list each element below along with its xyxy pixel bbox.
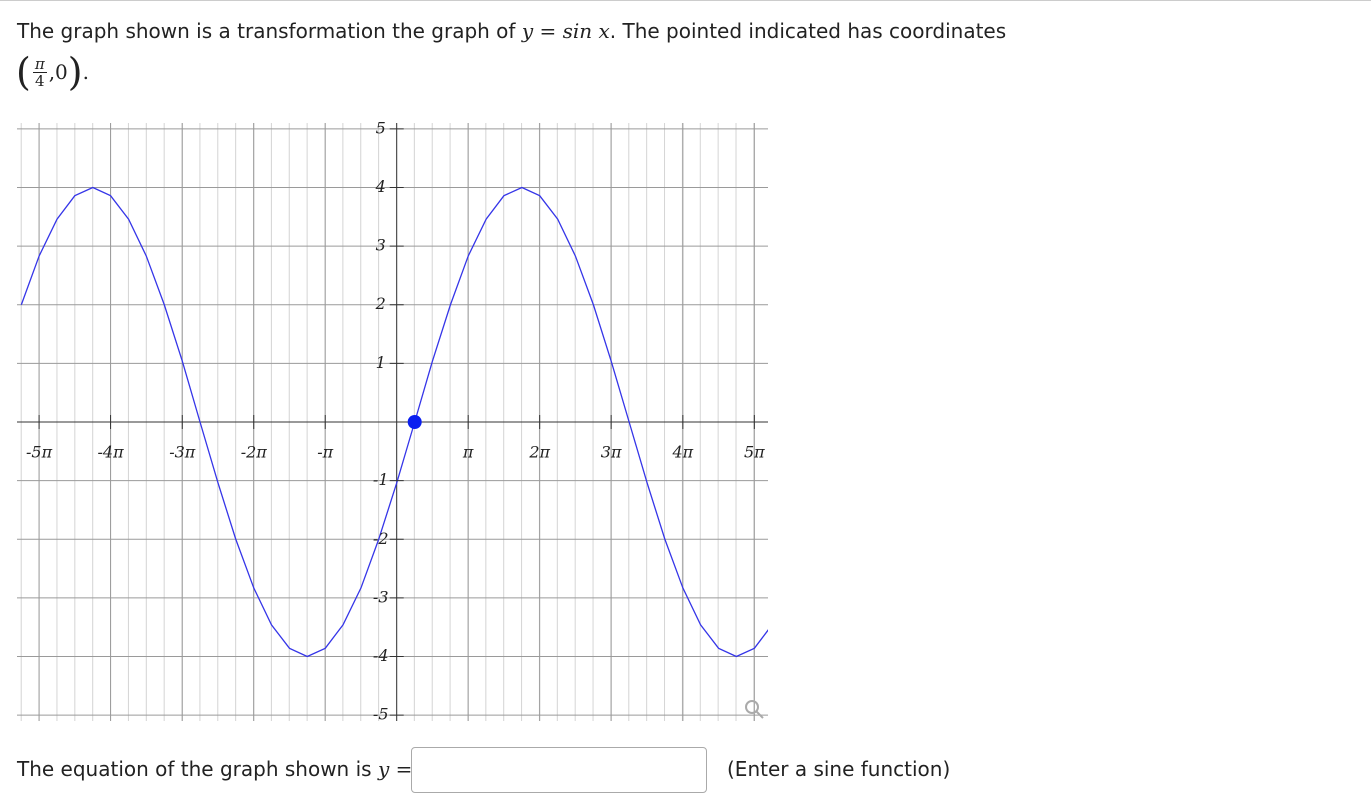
coordinates: (π 4, 0). (16, 50, 89, 94)
x-tick-label: 4π (672, 443, 694, 462)
x-tick-label: 5π (744, 443, 765, 462)
y-tick-label: -2 (373, 529, 389, 548)
y-tick-label: 4 (375, 177, 386, 196)
y-tick-label: 3 (376, 236, 386, 255)
coordinate-y: 0 (55, 60, 68, 84)
y-tick-label: -3 (373, 587, 389, 606)
curve (20, 186, 768, 658)
y-tick-label: -5 (373, 705, 389, 724)
y-tick-label: 1 (376, 353, 386, 372)
x-tick-label: 2π (528, 443, 550, 462)
x-tick-label: -4π (98, 443, 125, 462)
x-tick-label: -3π (169, 443, 196, 462)
question-text: . The pointed indicated has coordinates (609, 19, 1007, 43)
numerator: π (32, 54, 47, 73)
y-tick-label: -1 (373, 470, 389, 489)
zoom-icon[interactable] (745, 700, 764, 719)
prompt-text: The equation of the graph shown is (17, 757, 372, 781)
x-tick-label: π (462, 443, 474, 462)
answer-input[interactable] (411, 747, 707, 793)
x-tick-label: -2π (241, 443, 268, 462)
y-tick-label: -4 (373, 646, 389, 665)
point (407, 415, 422, 429)
prompt-math: y = (377, 757, 413, 781)
x-tick-label: -5π (26, 443, 53, 462)
x-tick-label: 3π (601, 443, 622, 462)
question: The graph shown is a transformation the … (17, 19, 1006, 43)
denominator: 4 (34, 71, 45, 90)
y-tick-label: 2 (375, 294, 386, 313)
question-math: y = sin x (521, 19, 610, 43)
hint: (Enter a sine function) (727, 757, 951, 781)
answer-prompt: The equation of the graph shown is y = (17, 757, 412, 781)
y-tick-label: 5 (376, 118, 386, 137)
question-text: The graph shown is a transformation the … (17, 19, 516, 43)
x-tick-label: -π (317, 443, 333, 462)
